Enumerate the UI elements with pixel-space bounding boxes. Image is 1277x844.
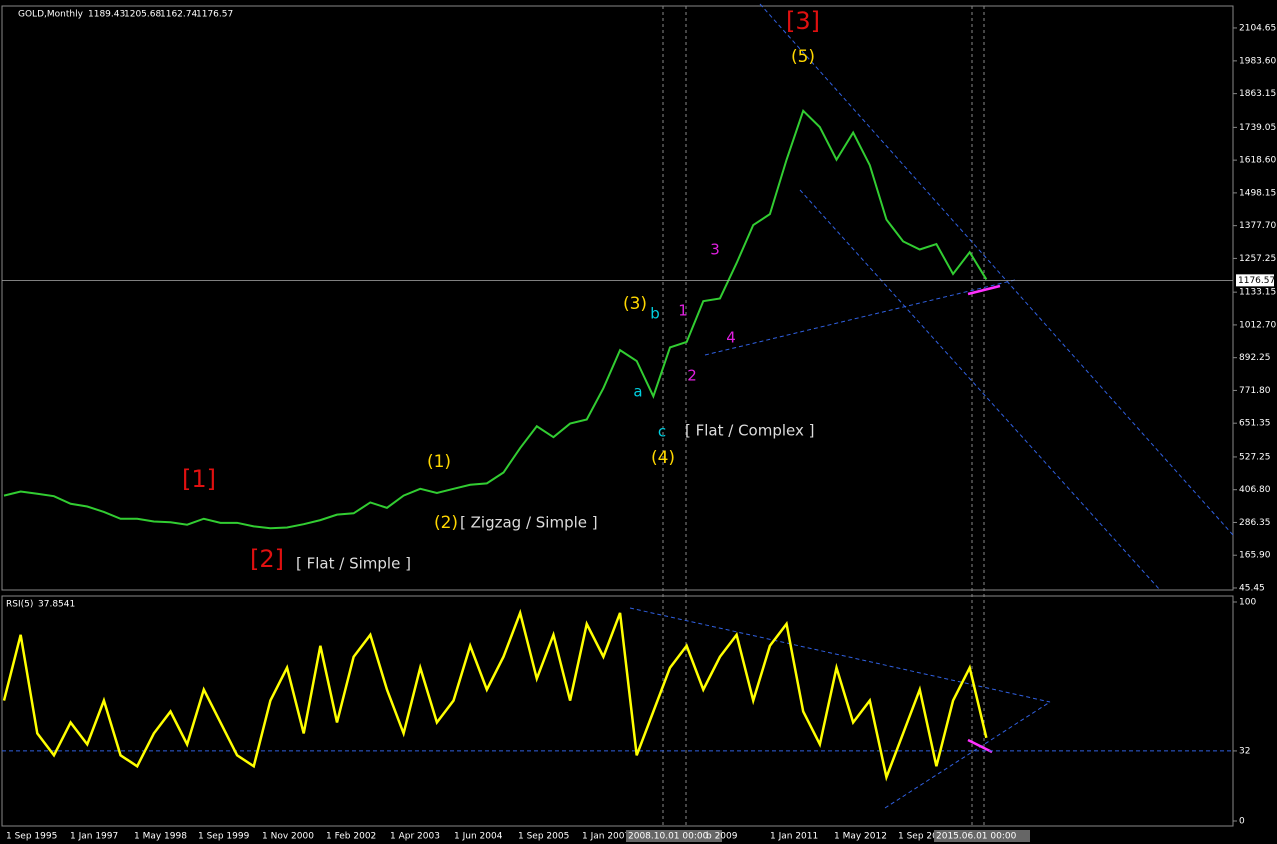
rsi-current: 37.8541 [38,600,75,610]
y-tick-label: 1012.70 [1239,320,1276,330]
annotation: [ Zigzag / Simple ] [460,514,598,532]
y-tick-label: 892.25 [1239,353,1271,363]
x-tick-label: 1 Jan 1997 [70,832,118,842]
annotation: [2] [250,545,284,573]
cursor-tag [626,830,722,842]
annotation: 1 [678,302,688,320]
open: 1189.43 [88,10,125,20]
y-tick-label: 32 [1239,746,1250,756]
y-tick-label: 1498.15 [1239,188,1276,198]
x-tick-label: 1 Sep 1995 [6,832,57,842]
annotation: 2 [687,367,697,385]
cursor-lines [662,6,985,828]
annotation: [ Flat / Simple ] [296,555,411,573]
series-line [2,608,988,782]
y-tick-label: 2104.65 [1239,23,1276,33]
y-tick-label: 771.80 [1239,386,1271,396]
y-tick-label: 1618.60 [1239,156,1276,166]
close: 1176.57 [196,10,233,20]
annotation: c [658,423,666,441]
y-tick-label: 0 [1239,817,1245,827]
x-tick-label: 1 Jun 2004 [454,832,503,842]
y-tick-label: 165.90 [1239,551,1271,561]
x-tick-label: 1 Sep 20 [898,832,938,842]
trend-lines [629,3,1234,809]
annotation: [1] [182,465,216,493]
annotation: (5) [791,47,815,67]
rsi-panel [1,595,1234,827]
x-tick-label: 1 Jan 2007 [582,832,630,842]
x-tick-label: 1 Feb 2002 [326,832,376,842]
x-tick-label: 1 May 1998 [134,832,187,842]
x-tick-label: 1 Sep 1999 [198,832,250,842]
price-panel [1,5,1234,591]
annotation: [ Flat / Complex ] [685,422,815,440]
y-tick-label: 45.45 [1239,583,1265,593]
annotation: (4) [651,448,675,468]
x-tick-label: 2015.06.01 00:00 [936,832,1017,842]
price-tag-label: 1176.57 [1238,276,1275,286]
y-tick-label: 1739.05 [1239,123,1276,133]
y-tick-label: 1863.15 [1239,89,1276,99]
symbol-title: GOLD,Monthly [18,10,84,20]
y-tick-label: 100 [1239,598,1256,608]
y-tick-label: 1257.25 [1239,254,1276,264]
y-tick-label: 1983.60 [1239,56,1276,66]
x-tick-label: 2008.10.01 00:00 [628,832,709,842]
y-tick-label: 286.35 [1239,518,1271,528]
x-tick-label: 1 Nov 2000 [262,832,314,842]
series-line [3,108,988,530]
y-tick-label: 527.25 [1239,452,1271,462]
x-tick-label: 1 Sep 2005 [518,832,569,842]
annotation: 3 [710,241,720,259]
annotations: [3] (5) [1] [2] (1) (2) [ Zigzag / Simpl… [182,7,820,573]
annotation: a [633,383,642,401]
x-tick-label: 1 May 2012 [834,832,887,842]
price-tag [1236,274,1274,287]
y-tick-label: 406.80 [1239,485,1271,495]
x-tick-label: b 2009 [706,832,738,842]
annotation: (1) [427,452,451,472]
annotation: [3] [786,7,820,35]
x-tick-label: 1 Jan 2011 [770,832,818,842]
annotation: b [650,305,660,323]
annotation: (2) [434,513,458,533]
rsi-title: RSI(5) [6,600,33,610]
y-tick-label: 1133.15 [1239,288,1276,298]
low: 1162.74 [160,10,197,20]
y-tick-label: 1377.70 [1239,221,1276,231]
high: 1205.68 [124,10,161,20]
cursor-tag [934,830,1030,842]
y-tick-label: 651.35 [1239,419,1271,429]
annotation: (3) [623,294,647,314]
x-tick-label: 1 Apr 2003 [390,832,440,842]
annotation: 4 [726,329,736,347]
